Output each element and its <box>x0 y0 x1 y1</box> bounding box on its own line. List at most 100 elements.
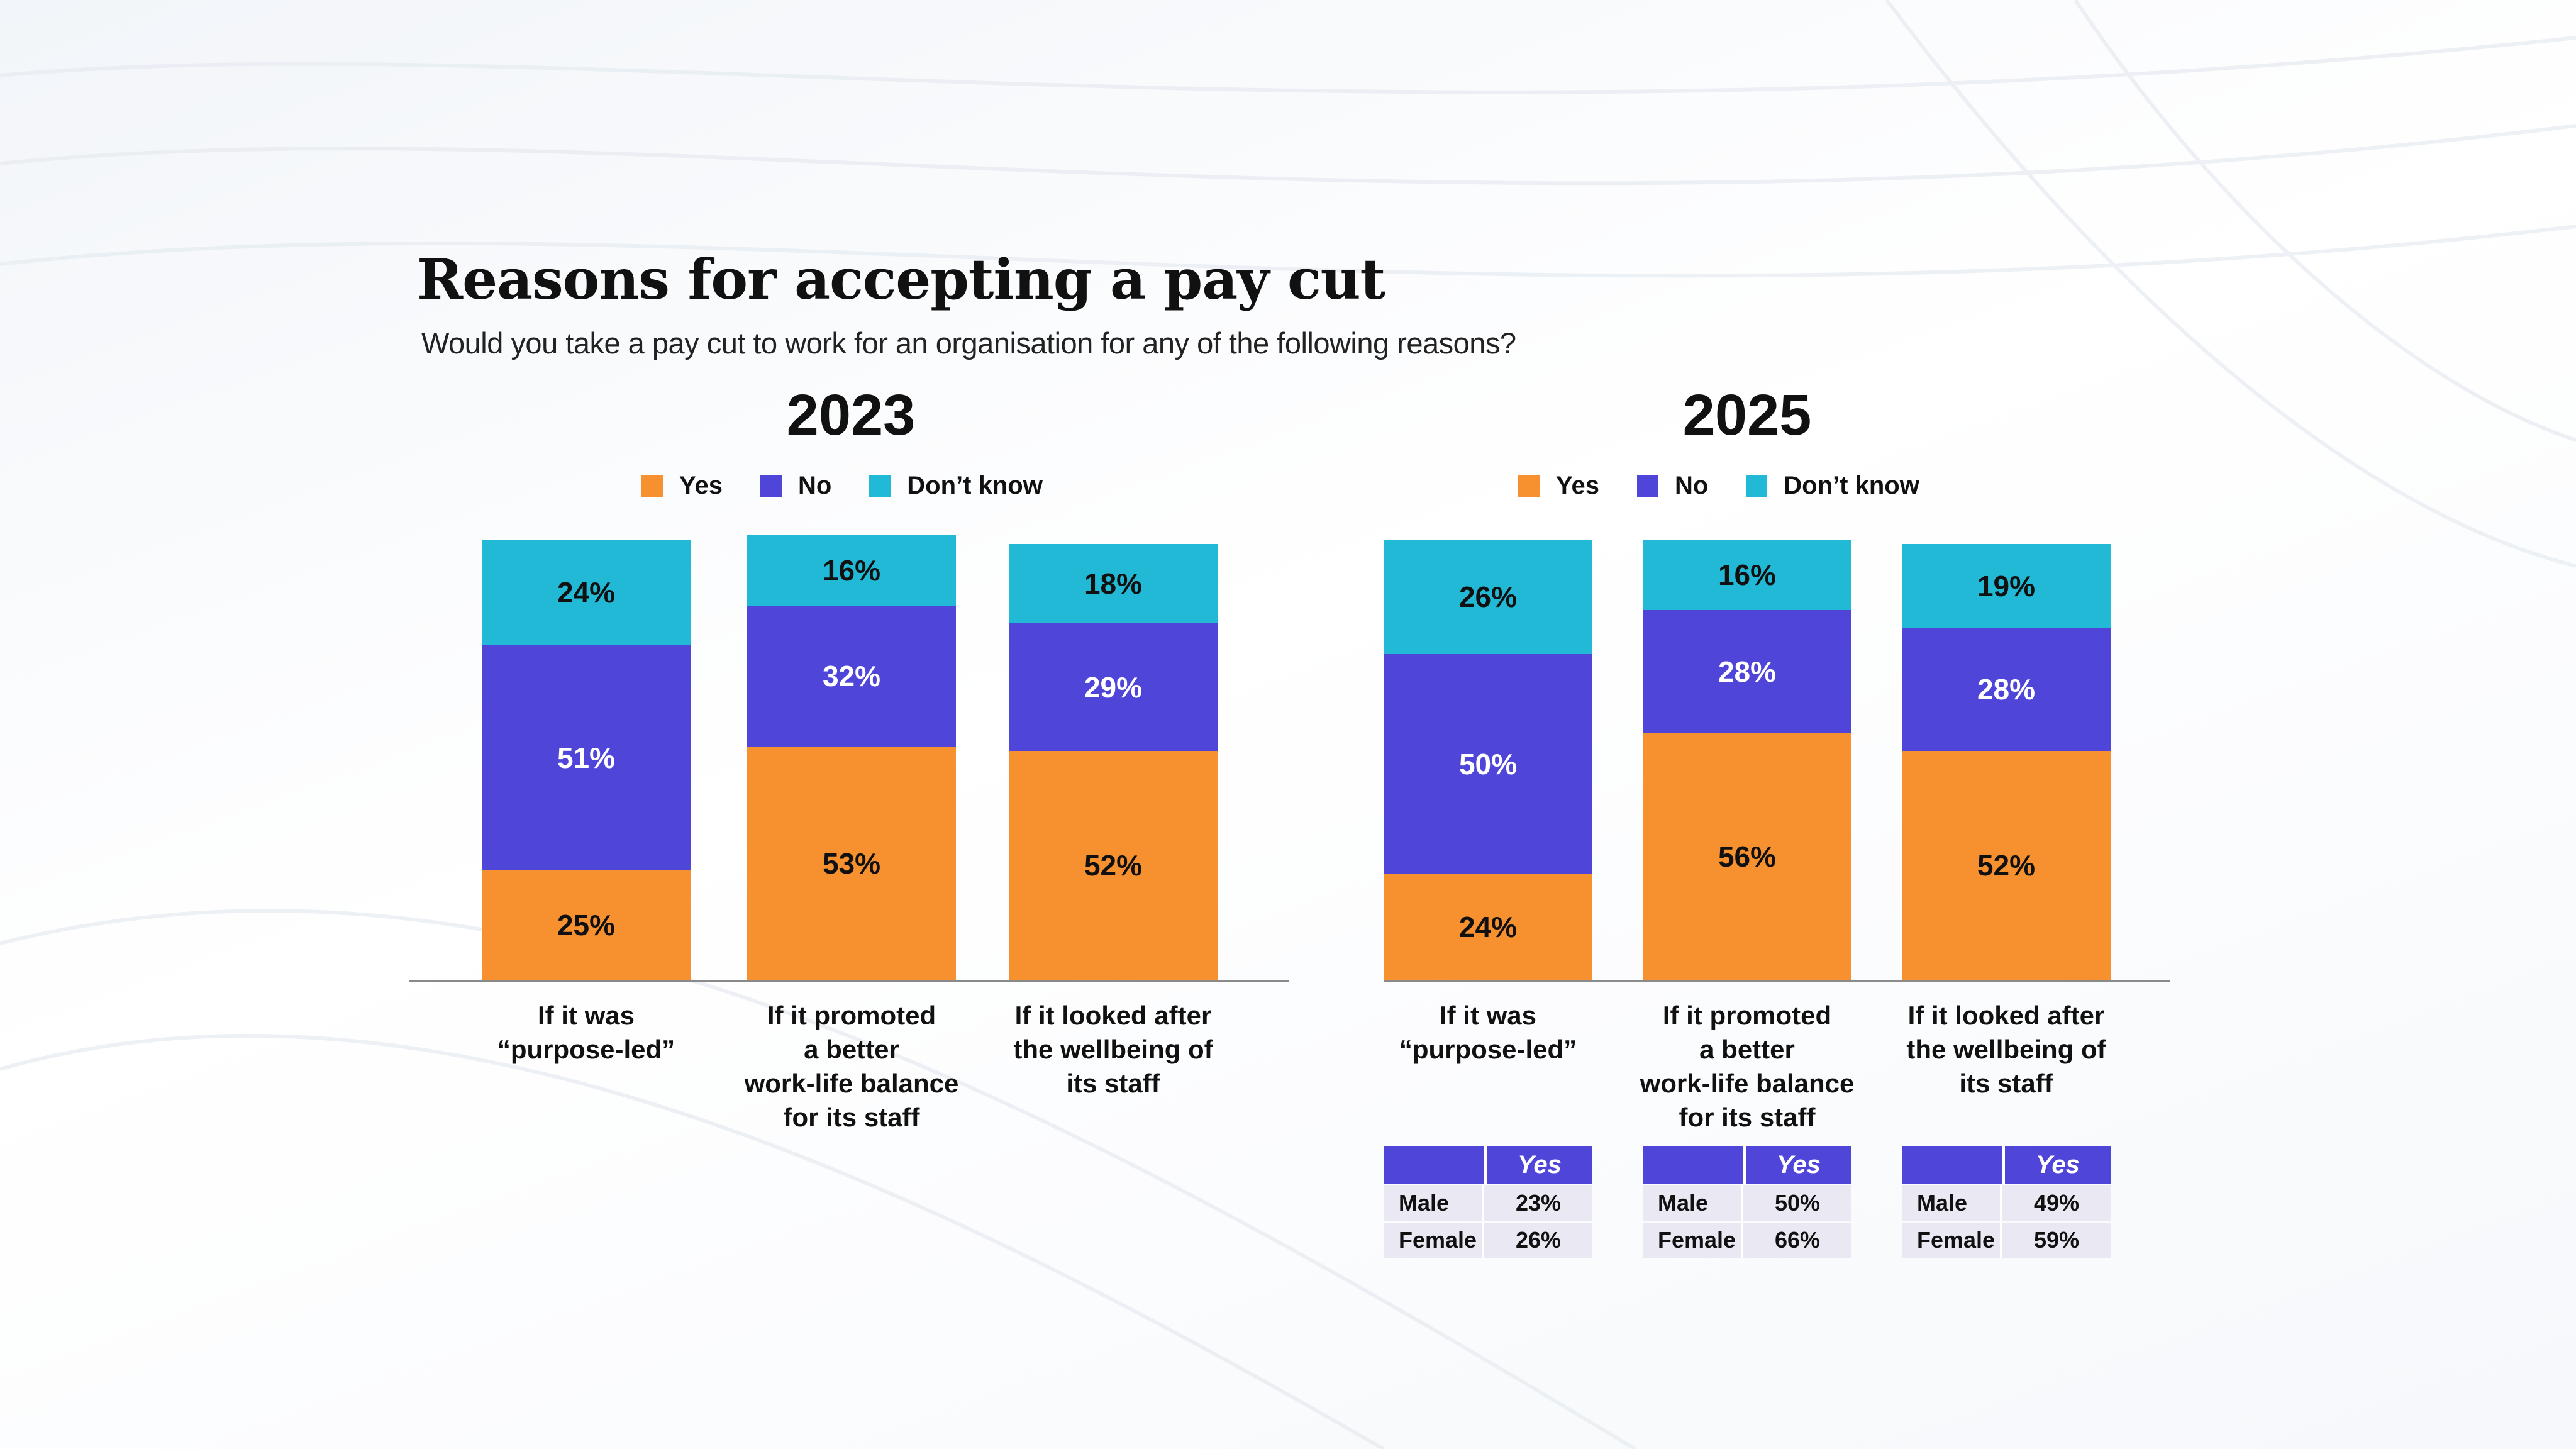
data-label: 26% <box>1459 580 1517 614</box>
category-label-line: the wellbeing of <box>994 1033 1233 1067</box>
category-label-line: a better <box>732 1033 971 1067</box>
table-header: Yes <box>1902 1146 2111 1184</box>
table-row: Female 66% <box>1643 1223 1852 1258</box>
legend-item-yes: Yes <box>641 472 723 500</box>
legend-swatch-no <box>760 475 782 497</box>
bar-segment-dont-know: 26% <box>1384 540 1592 654</box>
table-row-value: 23% <box>1484 1185 1592 1221</box>
category-label-line: work-life balance <box>1628 1067 1867 1101</box>
bar-segment-yes: 56% <box>1643 733 1852 980</box>
data-label: 28% <box>1977 672 2035 706</box>
data-label: 19% <box>1977 569 2035 603</box>
category-label-line: If it was <box>1368 999 1607 1033</box>
data-label: 28% <box>1718 655 1776 689</box>
table-row-label: Female <box>1902 1223 2002 1258</box>
category-label-line: If it looked after <box>1887 999 2126 1033</box>
chart-subtitle: Would you take a pay cut to work for an … <box>421 326 1516 360</box>
table-row-label: Male <box>1643 1185 1743 1221</box>
bar-segment-dont-know: 16% <box>747 535 956 606</box>
bar-segment-no: 29% <box>1009 623 1218 751</box>
table-row: Female 26% <box>1384 1223 1592 1258</box>
category-label-line: its staff <box>994 1067 1233 1101</box>
legend-label-no: No <box>1675 472 1708 500</box>
year-title-2023: 2023 <box>725 382 977 448</box>
bar-segment-dont-know: 19% <box>1902 544 2111 628</box>
legend-swatch-dont-know <box>869 475 891 497</box>
stacked-bar: 56% 28% 16% <box>1643 540 1852 980</box>
stacked-bar: 52% 28% 19% <box>1902 540 2111 980</box>
table-header-yes: Yes <box>1746 1146 1852 1184</box>
bar-segment-yes: 25% <box>482 870 691 980</box>
data-label: 32% <box>823 659 880 693</box>
legend-item-no: No <box>1637 472 1708 500</box>
table-row-label: Male <box>1384 1185 1484 1221</box>
data-label: 24% <box>557 575 615 609</box>
bar-segment-no: 32% <box>747 606 956 747</box>
data-label: 16% <box>1718 558 1776 592</box>
bar-segment-no: 51% <box>482 645 691 870</box>
table-row: Female 59% <box>1902 1223 2111 1258</box>
bar-segment-no: 28% <box>1643 610 1852 733</box>
table-header: Yes <box>1643 1146 1852 1184</box>
category-label: If it looked after the wellbeing of its st… <box>994 999 1233 1101</box>
category-label-line: “purpose-led” <box>1368 1033 1607 1067</box>
category-label-line: its staff <box>1887 1067 2126 1101</box>
table-row-label: Male <box>1902 1185 2002 1221</box>
category-label-line: for its staff <box>732 1101 971 1135</box>
category-label: If it promoted a better work-life balance f… <box>1628 999 1867 1135</box>
legend-swatch-yes <box>1518 475 1540 497</box>
legend-2023: Yes No Don’t know <box>641 472 1080 500</box>
category-label-line: a better <box>1628 1033 1867 1067</box>
legend-swatch-yes <box>641 475 663 497</box>
table-header-yes: Yes <box>1487 1146 1592 1184</box>
legend-label-no: No <box>798 472 831 500</box>
legend-label-yes: Yes <box>1556 472 1599 500</box>
bar-segment-yes: 24% <box>1384 874 1592 980</box>
stacked-bar: 52% 29% 18% <box>1009 540 1218 980</box>
table-row: Male 49% <box>1902 1185 2111 1221</box>
data-label: 53% <box>823 847 880 880</box>
table-header: Yes <box>1384 1146 1592 1184</box>
category-label-line: “purpose-led” <box>467 1033 706 1067</box>
category-label: If it promoted a better work-life balance f… <box>732 999 971 1135</box>
x-axis-baseline-2025 <box>1384 980 2170 982</box>
category-label-line: work-life balance <box>732 1067 971 1101</box>
legend-label-dont-know: Don’t know <box>907 472 1043 500</box>
stacked-bar: 53% 32% 16% <box>747 540 956 980</box>
legend-label-yes: Yes <box>679 472 723 500</box>
table-row: Male 50% <box>1643 1185 1852 1221</box>
data-label: 52% <box>1977 848 2035 882</box>
year-title-2025: 2025 <box>1621 382 1873 448</box>
table-header-blank <box>1384 1146 1487 1184</box>
bar-segment-no: 28% <box>1902 628 2111 751</box>
stacked-bar: 25% 51% 24% <box>482 540 691 980</box>
category-label: If it looked after the wellbeing of its st… <box>1887 999 2126 1101</box>
table-row: Male 23% <box>1384 1185 1592 1221</box>
legend-swatch-no <box>1637 475 1658 497</box>
bar-segment-yes: 53% <box>747 747 956 980</box>
chart-title: Reasons for accepting a pay cut <box>417 247 1385 312</box>
legend-item-dont-know: Don’t know <box>1746 472 1919 500</box>
category-label-line: If it looked after <box>994 999 1233 1033</box>
data-label: 16% <box>823 553 880 587</box>
table-row-value: 50% <box>1743 1185 1852 1221</box>
table-header-yes: Yes <box>2005 1146 2111 1184</box>
legend-item-dont-know: Don’t know <box>869 472 1043 500</box>
category-label-line: for its staff <box>1628 1101 1867 1135</box>
bar-segment-dont-know: 16% <box>1643 540 1852 610</box>
data-label: 25% <box>557 908 615 942</box>
background-pattern <box>0 0 2576 1449</box>
bar-segment-yes: 52% <box>1009 751 1218 980</box>
table-row-label: Female <box>1643 1223 1743 1258</box>
table-row-value: 59% <box>2002 1223 2111 1258</box>
stacked-bar: 24% 50% 26% <box>1384 540 1592 980</box>
x-axis-baseline-2023 <box>409 980 1289 982</box>
table-header-blank <box>1902 1146 2005 1184</box>
gender-breakdown-table: Yes Male 49% Female 59% <box>1902 1146 2111 1258</box>
table-row-value: 66% <box>1743 1223 1852 1258</box>
category-label: If it was “purpose-led” <box>467 999 706 1067</box>
legend-label-dont-know: Don’t know <box>1784 472 1919 500</box>
data-label: 50% <box>1459 747 1517 781</box>
legend-item-no: No <box>760 472 831 500</box>
data-label: 24% <box>1459 910 1517 944</box>
